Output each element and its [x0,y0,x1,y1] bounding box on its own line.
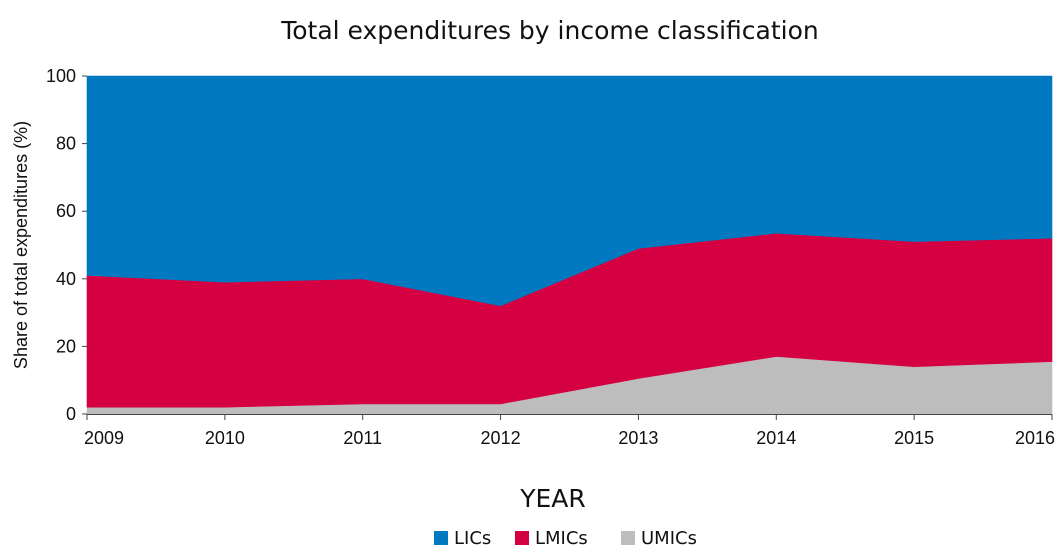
x-tick-label: 2010 [205,428,245,448]
legend-swatch-lics [434,531,448,545]
legend: LICs LMICs UMICs [434,528,697,546]
y-tick-label: 80 [56,134,76,154]
area-lics [86,75,1053,307]
legend-label-umics: UMICs [641,528,697,546]
y-tick-label: 0 [66,404,76,424]
x-tick-label: 2009 [84,428,124,448]
x-tick-label: 2013 [618,428,658,448]
axes: 0 20 40 60 80 100 2009 2010 2011 2012 2013 2014 2015… [46,66,1055,448]
chart-title: Total expenditures by income classificat… [280,16,819,45]
y-tick-label: 60 [56,201,76,221]
y-tick-label: 20 [56,336,76,356]
x-tick-label: 2015 [894,428,934,448]
legend-swatch-umics [621,531,635,545]
x-tick-label: 2014 [756,428,796,448]
x-tick-label: 2012 [481,428,521,448]
legend-swatch-lmics [515,531,529,545]
plot-area [86,75,1053,415]
legend-label-lmics: LMICs [535,528,588,546]
y-tick-label: 100 [46,66,76,86]
x-tick-label: 2016 [1015,428,1055,448]
y-tick-label: 40 [56,269,76,289]
x-tick-label: 2011 [343,428,382,448]
legend-label-lics: LICs [454,528,491,546]
x-axis-label: YEAR [519,484,586,513]
y-axis-label: Share of total expenditures (%) [11,121,31,369]
